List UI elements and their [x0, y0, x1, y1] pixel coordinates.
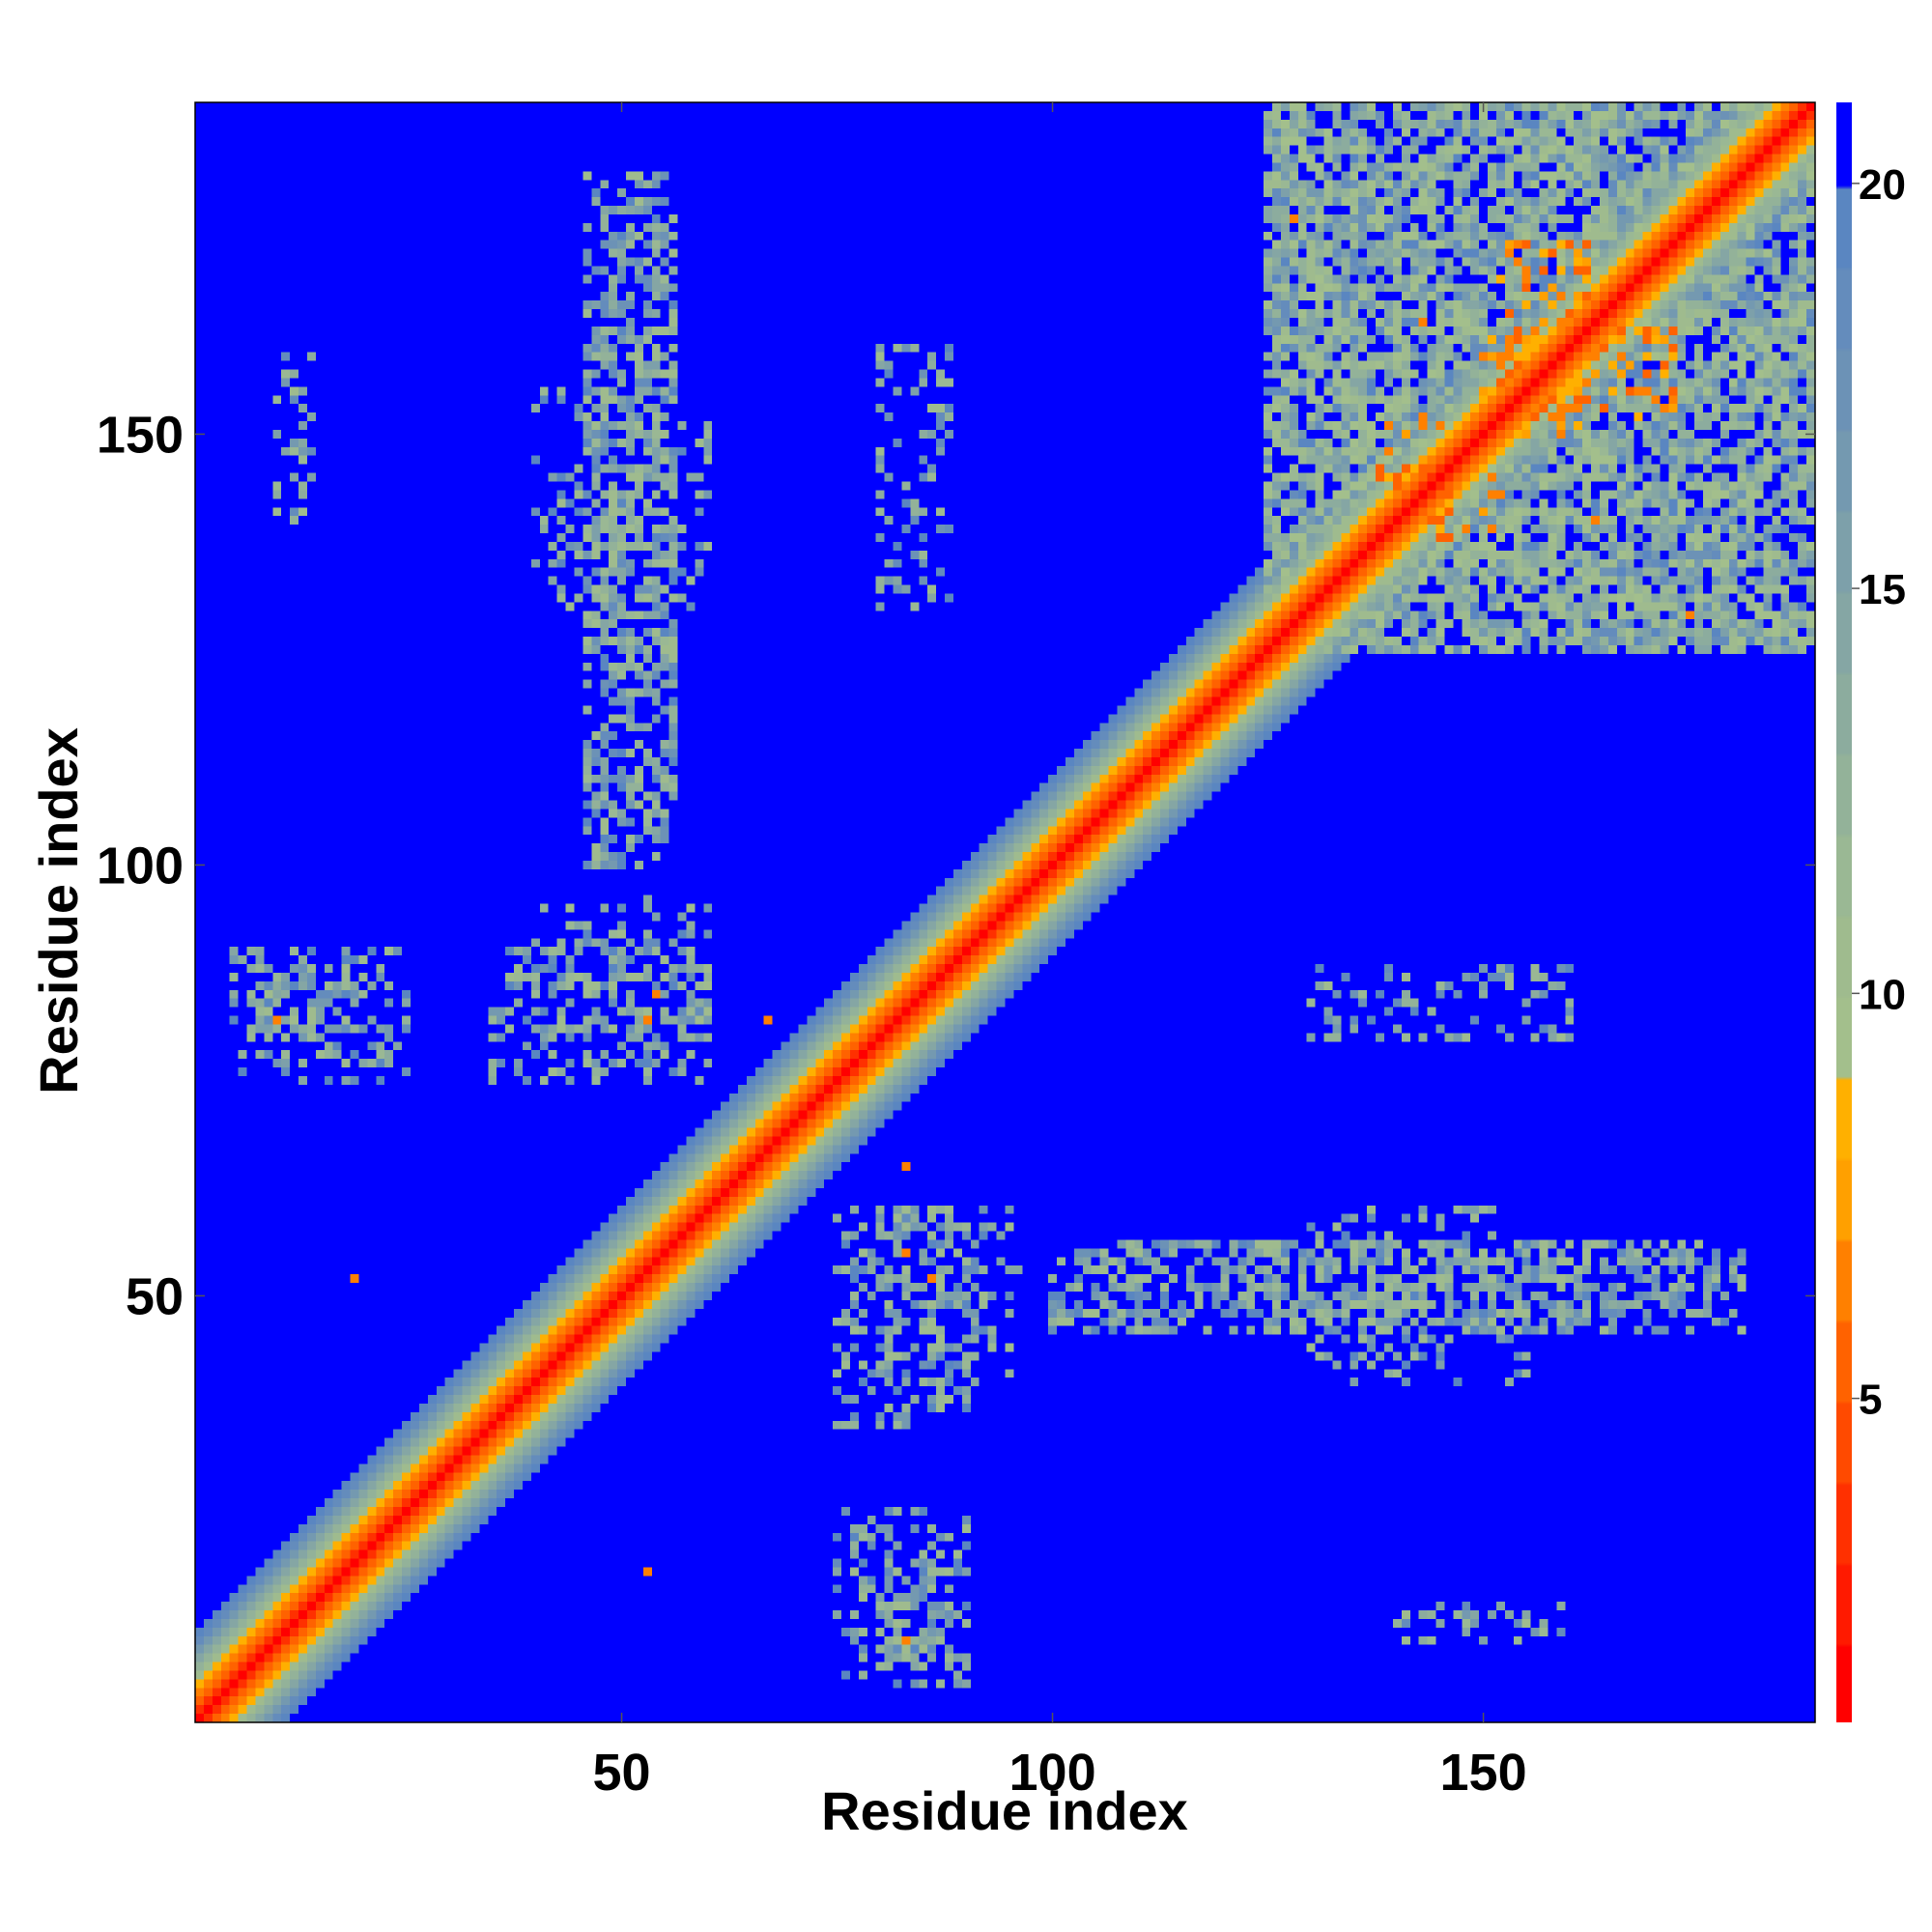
- y-axis-label: Residue index: [28, 727, 89, 1094]
- x-tick-label: 100: [1009, 1744, 1096, 1802]
- colorbar-tick-label: 5: [1859, 1377, 1882, 1424]
- x-axis-ticks: 50 100 150: [593, 102, 1527, 1802]
- colorbar-tick-label: 15: [1859, 566, 1906, 613]
- heatmap-plot-area: [195, 102, 1815, 1722]
- colorbar-ticks: 5 10 15 20: [1852, 161, 1906, 1424]
- colorbar-tick-label: 10: [1859, 971, 1906, 1018]
- y-tick-label: 100: [97, 837, 184, 895]
- y-tick-label: 50: [126, 1267, 184, 1325]
- x-axis-label: Residue index: [821, 1780, 1188, 1841]
- x-tick-label: 50: [593, 1744, 651, 1802]
- plot-frame: [194, 101, 1816, 1723]
- x-tick-label: 150: [1440, 1744, 1527, 1802]
- colorbar-tick-label: 20: [1859, 161, 1906, 209]
- y-axis-ticks: 50 100 150: [97, 406, 1815, 1325]
- colorbar: [1836, 102, 1852, 1722]
- y-tick-label: 150: [97, 406, 184, 464]
